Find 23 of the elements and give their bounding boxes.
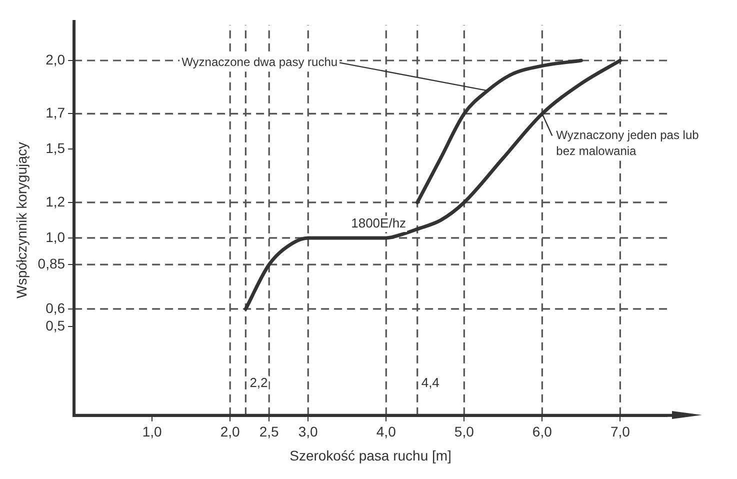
series-label: Wyznaczony jeden pas lub bez malowania <box>556 128 700 158</box>
y-tick-label: 0,6 <box>46 300 66 316</box>
y-tick-label: 1,7 <box>46 104 66 121</box>
y-tick-label: 2,0 <box>46 51 66 68</box>
y-axis-title: Współczynnik korygujący <box>13 142 30 298</box>
annotation: 4,4 <box>421 375 440 390</box>
y-tick-label: 1,0 <box>46 228 66 245</box>
y-tick-label: 1,5 <box>46 140 66 156</box>
y-tick-label: 0,5 <box>46 318 66 334</box>
x-tick-label: 6,0 <box>532 424 552 440</box>
x-tick-label: 7,0 <box>610 424 630 440</box>
x-tick-label: 2,0 <box>220 424 240 440</box>
annotation: 1800E/hz <box>351 216 406 231</box>
text: Wyznaczone dwa pasy ruchu <box>182 54 338 69</box>
y-tick-label: 0,85 <box>38 255 66 272</box>
y-tick-label: 1,2 <box>46 193 66 210</box>
x-tick-label: 2,5 <box>259 424 280 440</box>
annotation: 2,2 <box>250 375 268 390</box>
x-axis-title: Szerokość pasa ruchu [m] <box>290 447 452 464</box>
x-tick-label: 3,0 <box>298 424 318 440</box>
x-tick-label: 5,0 <box>454 424 474 440</box>
x-tick-label: 1,0 <box>142 424 162 440</box>
x-tick-label: 4,0 <box>376 424 396 440</box>
